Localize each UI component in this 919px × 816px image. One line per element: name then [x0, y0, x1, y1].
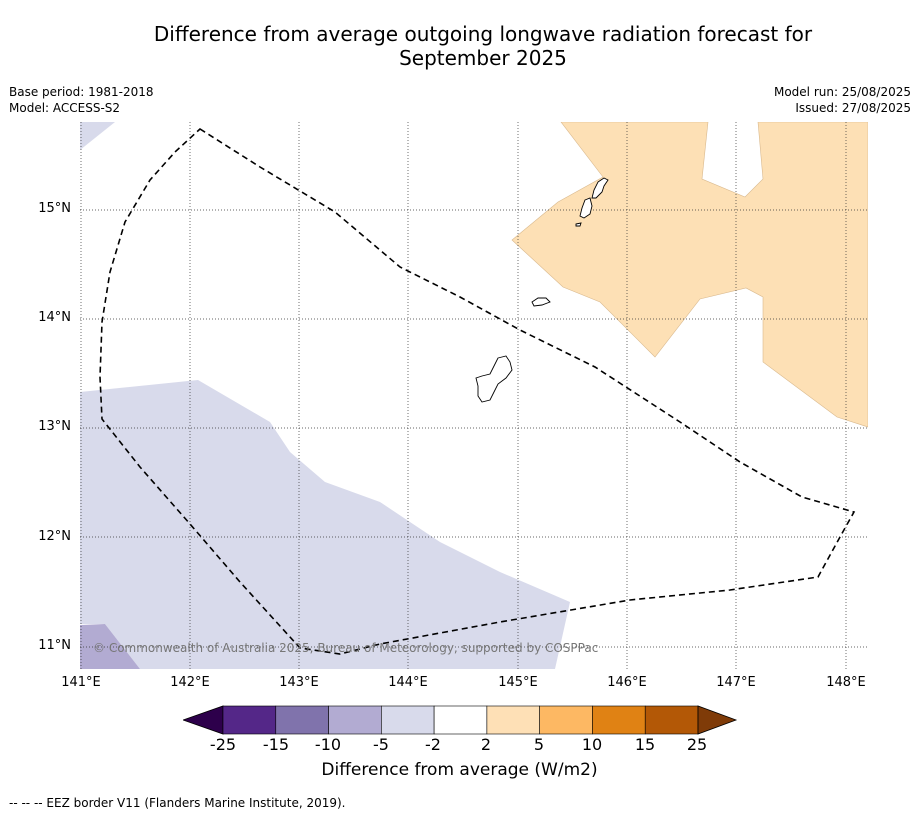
gridlines — [80, 122, 868, 669]
base-period: Base period: 1981-2018 — [9, 85, 154, 99]
copyright-text: © Commonwealth of Australia 2025, Bureau… — [93, 641, 599, 655]
map-canvas — [80, 122, 868, 669]
lon-label-147e: 147°E — [716, 675, 756, 690]
anomaly-region-light-purple-corner — [80, 122, 115, 150]
lon-label-144e: 144°E — [388, 675, 428, 690]
lon-label-145e: 145°E — [498, 675, 538, 690]
lat-label-11n: 11°N — [38, 638, 71, 653]
colorbar-segment — [381, 705, 435, 735]
colorbar-segment — [433, 705, 488, 735]
map-title: Difference from average outgoing longwav… — [100, 22, 866, 70]
colorbar-tick: -25 — [209, 735, 237, 754]
colorbar-segment — [592, 705, 646, 735]
eez-border — [99, 127, 856, 655]
colorbar-tick: -10 — [314, 735, 342, 754]
lon-label-143e: 143°E — [279, 675, 319, 690]
meta-right: Model run: 25/08/2025 Issued: 27/08/2025 — [774, 84, 911, 116]
anomaly-region-medium-purple — [80, 624, 140, 669]
colorbar — [183, 705, 738, 735]
anomaly-region-light-orange — [511, 122, 868, 428]
island-tinian — [579, 197, 593, 219]
colorbar-segment — [328, 705, 382, 735]
colorbar-segment — [486, 705, 540, 735]
colorbar-tick: 25 — [686, 735, 708, 754]
colorbar-segment — [222, 705, 277, 735]
colorbar-tick: 5 — [533, 735, 545, 754]
lat-label-14n: 14°N — [38, 310, 71, 325]
colorbar-tick: -2 — [425, 735, 441, 754]
colorbar-segment — [275, 705, 329, 735]
issued-date: Issued: 27/08/2025 — [795, 101, 911, 115]
islands — [475, 177, 609, 403]
title-line-2: September 2025 — [399, 46, 567, 70]
model-run: Model run: 25/08/2025 — [773, 85, 911, 99]
lat-label-15n: 15°N — [38, 201, 71, 216]
colorbar-segment — [644, 705, 699, 735]
colorbar-tick: 10 — [581, 735, 603, 754]
anomaly-region-light-purple — [80, 380, 570, 669]
colorbar-tick: -5 — [373, 735, 389, 754]
colorbar-tick: 2 — [480, 735, 492, 754]
lon-label-142e: 142°E — [170, 675, 210, 690]
meta-left: Base period: 1981-2018 Model: ACCESS-S2 — [9, 84, 154, 116]
colorbar-label: Difference from average (W/m2) — [321, 760, 598, 780]
island-aguijan — [575, 222, 582, 227]
island-guam — [475, 355, 513, 403]
colorbar-extend-low — [183, 705, 224, 735]
eez-footnote: -- -- -- EEZ border V11 (Flanders Marine… — [9, 796, 346, 810]
lon-label-146e: 146°E — [607, 675, 647, 690]
map-panel: © Commonwealth of Australia 2025, Bureau… — [80, 122, 868, 669]
lon-label-141e: 141°E — [61, 675, 101, 690]
island-saipan — [591, 177, 609, 199]
colorbar-segment — [539, 705, 593, 735]
title-line-1: Difference from average outgoing longwav… — [153, 22, 813, 46]
lat-label-13n: 13°N — [38, 419, 71, 434]
island-rota — [531, 297, 551, 307]
lat-label-12n: 12°N — [38, 529, 71, 544]
lon-label-148e: 148°E — [826, 675, 866, 690]
colorbar-tick: -15 — [262, 735, 290, 754]
model-name: Model: ACCESS-S2 — [9, 101, 121, 115]
colorbar-tick: 15 — [634, 735, 656, 754]
colorbar-extend-high — [697, 705, 738, 735]
